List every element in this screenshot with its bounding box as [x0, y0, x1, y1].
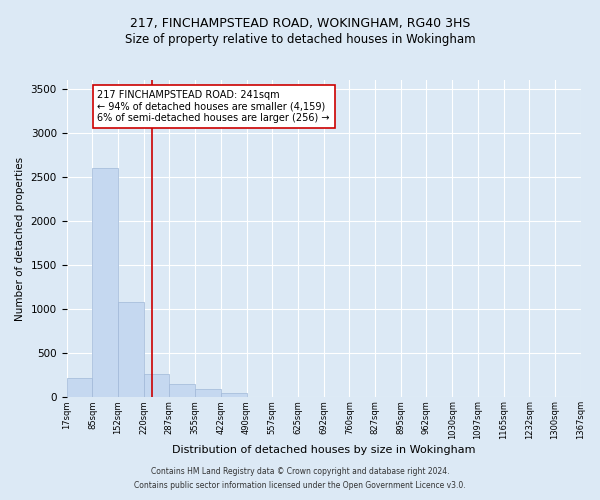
Bar [92, 168, 118, 398]
Bar [118, 302, 144, 398]
Text: Size of property relative to detached houses in Wokingham: Size of property relative to detached ho… [125, 32, 475, 46]
Bar [67, 378, 92, 398]
X-axis label: Distribution of detached houses by size in Wokingham: Distribution of detached houses by size … [172, 445, 475, 455]
Bar [195, 390, 221, 398]
Bar [169, 384, 195, 398]
Y-axis label: Number of detached properties: Number of detached properties [15, 156, 25, 321]
Bar [221, 394, 247, 398]
Text: 217 FINCHAMPSTEAD ROAD: 241sqm
← 94% of detached houses are smaller (4,159)
6% o: 217 FINCHAMPSTEAD ROAD: 241sqm ← 94% of … [97, 90, 330, 122]
Bar [144, 374, 169, 398]
Text: Contains public sector information licensed under the Open Government Licence v3: Contains public sector information licen… [134, 481, 466, 490]
Text: 217, FINCHAMPSTEAD ROAD, WOKINGHAM, RG40 3HS: 217, FINCHAMPSTEAD ROAD, WOKINGHAM, RG40… [130, 18, 470, 30]
Text: Contains HM Land Registry data © Crown copyright and database right 2024.: Contains HM Land Registry data © Crown c… [151, 467, 449, 476]
